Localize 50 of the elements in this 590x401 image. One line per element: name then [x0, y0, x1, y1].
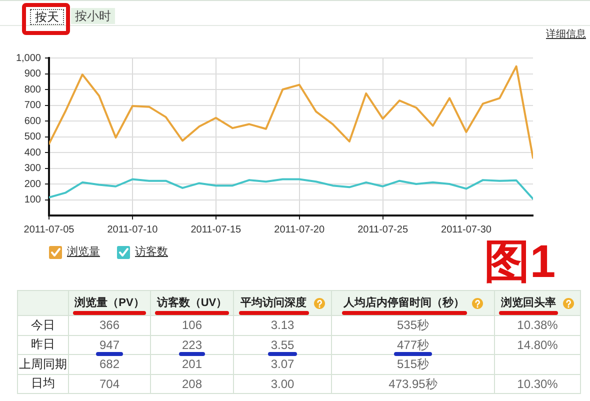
text: 223: [182, 338, 202, 352]
y-tick-label: 200: [24, 178, 42, 190]
text: 3.55: [270, 338, 294, 352]
text: 682: [99, 357, 120, 372]
text: 208: [182, 376, 202, 391]
y-tick-label: 600: [24, 116, 42, 127]
text: 10.38%: [517, 318, 558, 332]
text: 704: [99, 376, 120, 391]
x-tick-label: 2011-07-15: [190, 224, 242, 236]
x-tick-label: 2011-07-25: [358, 224, 408, 236]
text: 947: [99, 338, 120, 352]
text: 14.80%: [517, 338, 558, 352]
legend-label: 浏览量: [67, 246, 100, 259]
y-tick-label: 300: [24, 163, 42, 174]
x-tick-label: 2011-07-05: [24, 224, 75, 236]
text: 535秒: [396, 318, 430, 332]
text: 477秒: [396, 338, 430, 352]
x-tick-label: 2011-07-30: [441, 224, 492, 236]
y-tick-label: 1,000: [16, 52, 42, 64]
y-tick-label: 500: [24, 132, 42, 142]
category-label: 浏览回头率: [501, 296, 556, 310]
y-tick-label: 900: [24, 68, 42, 80]
text: 473.95秒: [388, 376, 438, 391]
text: 按天: [30, 9, 64, 25]
text: 3.13: [270, 318, 294, 332]
category-label: 今日: [31, 318, 55, 332]
text: 515秒: [396, 357, 430, 372]
legend-label: 访客数: [135, 246, 168, 259]
category-label: 上周同期: [19, 356, 67, 371]
y-tick-label: 100: [24, 194, 42, 206]
text: 按小时: [71, 8, 115, 24]
x-tick-label: 2011-07-20: [274, 224, 325, 236]
text: 10.30%: [517, 376, 558, 391]
category-label: 平均访问深度: [240, 296, 306, 310]
text: 3.07: [270, 357, 294, 372]
y-tick-label: 400: [24, 147, 42, 158]
text: 106: [182, 318, 202, 332]
category-label: 浏览量（PV）: [74, 296, 144, 310]
text: 201: [182, 357, 202, 372]
text: 详细信息: [546, 29, 586, 41]
category-label: 访客数（UV）: [156, 296, 228, 310]
text: 366: [99, 318, 120, 332]
category-label: 人均店内停留时间（秒）: [344, 296, 464, 310]
category-label: 昨日: [31, 337, 55, 352]
caption: 图1: [484, 235, 556, 287]
y-tick-label: 800: [24, 84, 42, 96]
y-tick-label: 700: [24, 100, 42, 111]
text: 3.00: [270, 376, 294, 391]
x-tick-label: 2011-07-10: [107, 224, 158, 236]
category-label: 日均: [31, 376, 55, 390]
